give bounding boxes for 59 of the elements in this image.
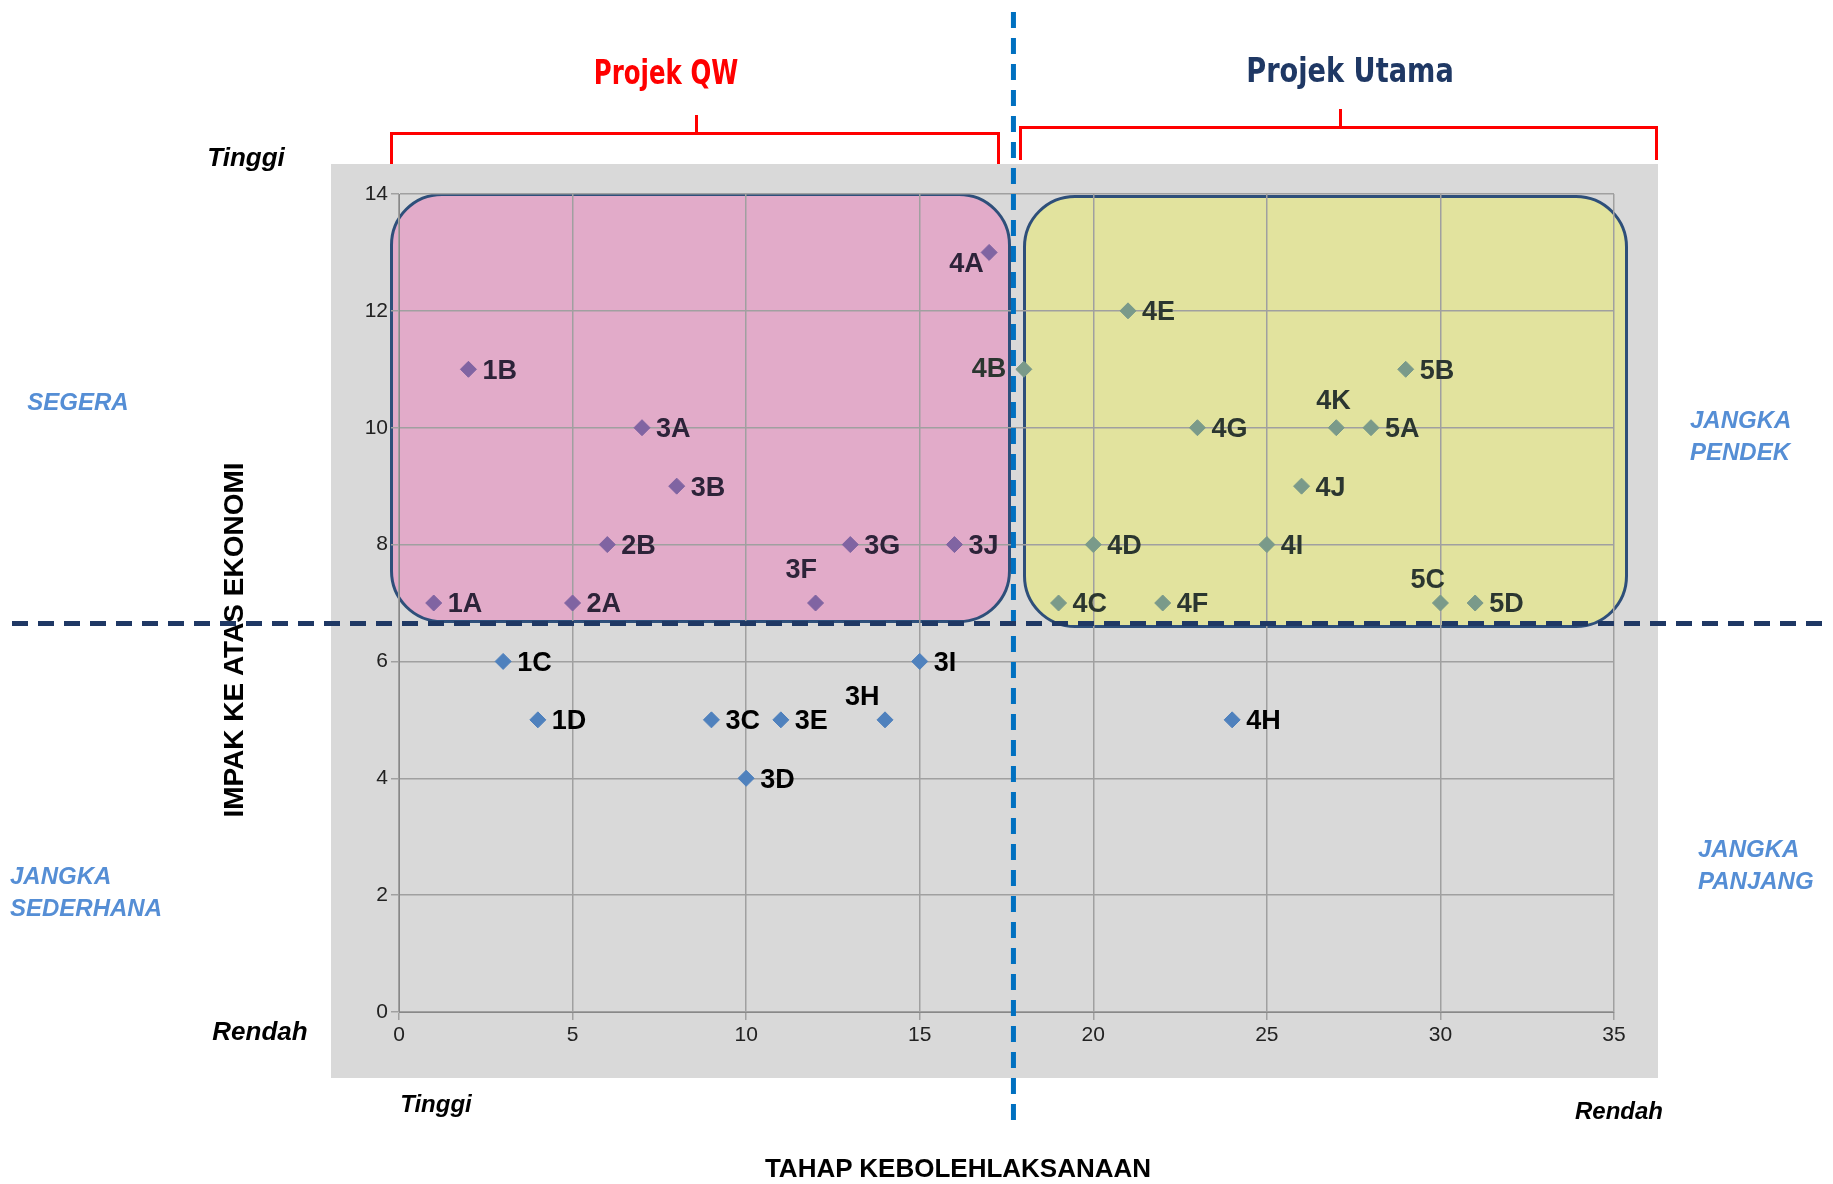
annotation: 2B	[621, 530, 656, 561]
x-tick-label: 5	[566, 1022, 579, 1046]
annotation: 4A	[949, 247, 984, 278]
x-tick-label: 30	[1428, 1022, 1453, 1046]
y-axis-title: IMPAK KE ATAS EKONOMI	[218, 462, 250, 818]
x-tick-label: 20	[1081, 1022, 1105, 1046]
y-tick-label: 12	[364, 297, 388, 321]
annotation: 1D	[551, 705, 587, 736]
x-tick-label: 15	[908, 1022, 932, 1046]
annotation: 4K	[1316, 385, 1352, 416]
annotation: 3I	[933, 646, 957, 677]
y-tick-label: 4	[376, 765, 389, 789]
text: Tinggi	[207, 141, 285, 173]
x-tick-label: 25	[1255, 1022, 1279, 1046]
x-axis-title: TAHAP KEBOLEHLAKSANAAN	[764, 1152, 1152, 1184]
annotation: 4D	[1107, 530, 1142, 561]
annotation: 4C	[1072, 588, 1108, 619]
y-tick-label: 6	[376, 648, 388, 672]
y-tick-label: 14	[364, 180, 389, 204]
annotation: 3B	[690, 471, 726, 502]
annotation: 2A	[586, 588, 622, 619]
x-tick-label: 35	[1602, 1022, 1626, 1046]
annotation: 3A	[656, 413, 691, 444]
annotation: 5A	[1385, 413, 1420, 444]
x-tick-label: 0	[393, 1022, 405, 1046]
annotation: 5B	[1419, 354, 1455, 385]
annotation: 1A	[447, 588, 483, 619]
annotation: 3E	[794, 705, 828, 736]
y-tick-label: 2	[376, 881, 388, 905]
annotation: 4J	[1315, 471, 1346, 502]
y-tick-label: 10	[364, 414, 388, 438]
annotation: 4G	[1211, 413, 1248, 444]
annotation: 4B	[971, 352, 1007, 383]
x-tick-label: 10	[734, 1022, 758, 1046]
annotation: 1C	[517, 646, 552, 677]
text: Projek Utama	[1246, 50, 1454, 90]
text: JANGKA PENDEK	[1690, 405, 1792, 467]
text: JANGKA PANJANG	[1698, 834, 1815, 896]
annotation: 1B	[482, 354, 517, 385]
annotation: 4H	[1246, 705, 1281, 736]
annotation: 3G	[864, 530, 901, 561]
text: Projek QW	[593, 52, 739, 92]
annotation: 3D	[760, 763, 795, 794]
text: Rendah	[212, 1015, 308, 1047]
annotation: 3J	[968, 530, 999, 561]
annotation: 4I	[1280, 530, 1304, 561]
text: Tinggi	[400, 1090, 472, 1118]
y-tick-label: 0	[376, 998, 388, 1022]
y-tick-label: 8	[376, 531, 388, 555]
annotation: 4E	[1142, 296, 1176, 327]
text: Rendah	[1574, 1097, 1664, 1125]
annotation: 3F	[785, 554, 818, 585]
annotation: 3H	[845, 681, 880, 712]
annotation: 5D	[1489, 588, 1524, 619]
annotation: 3C	[725, 705, 760, 736]
annotation: 5C	[1410, 564, 1445, 595]
text: SEGERA	[27, 388, 129, 416]
annotation: 4F	[1176, 588, 1209, 619]
text: JANGKA SEDERHANA	[10, 861, 163, 923]
